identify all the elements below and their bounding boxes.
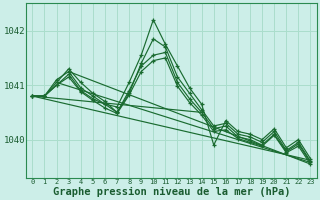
X-axis label: Graphe pression niveau de la mer (hPa): Graphe pression niveau de la mer (hPa) <box>53 186 290 197</box>
